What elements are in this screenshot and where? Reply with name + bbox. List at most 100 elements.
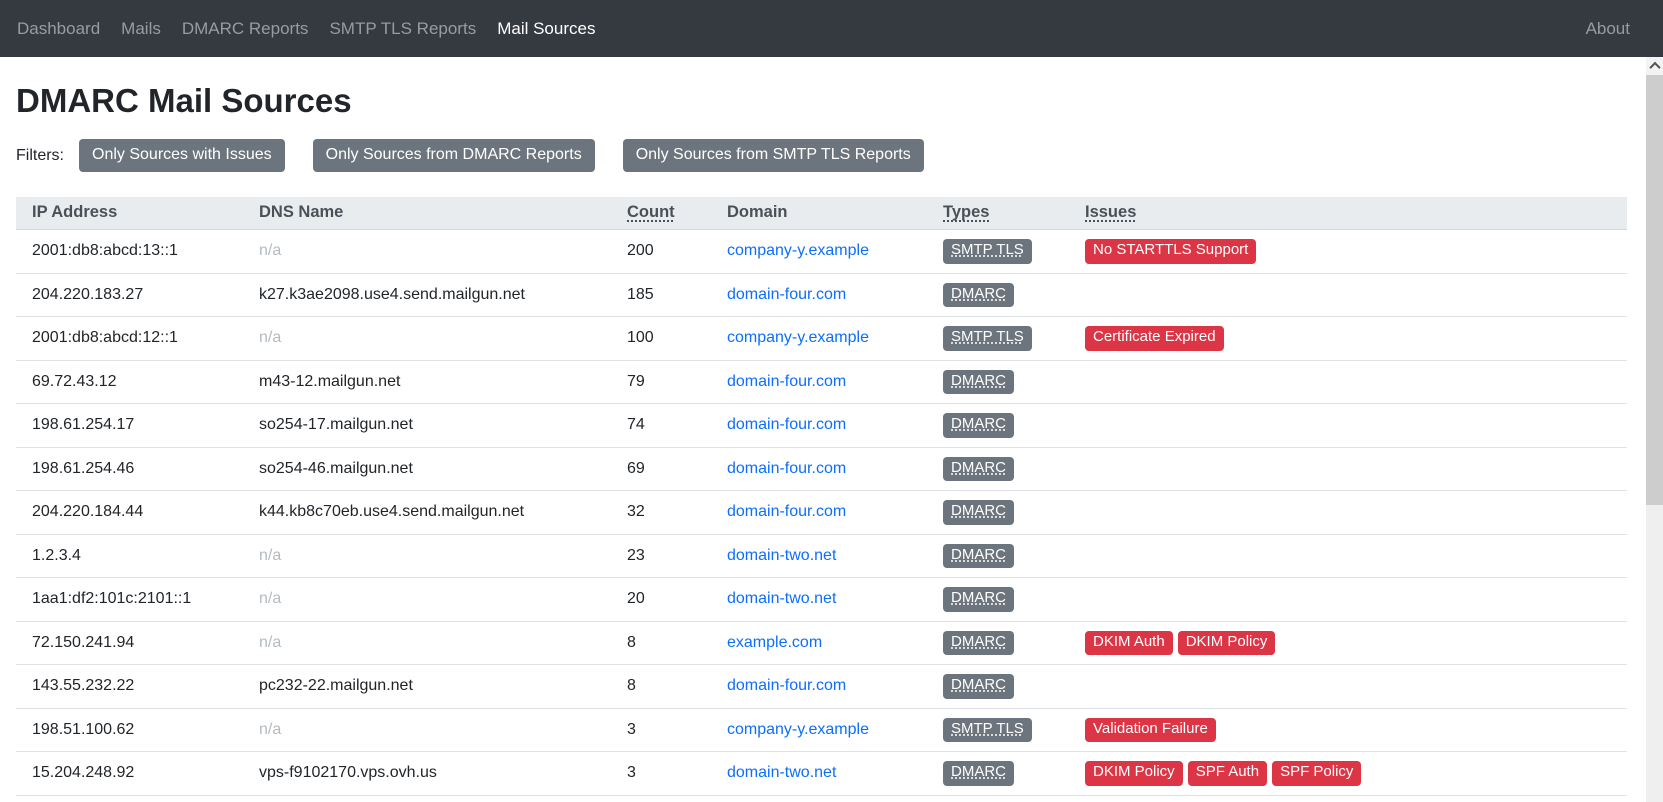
- domain-link[interactable]: company-y.example: [727, 721, 869, 738]
- filter-button-only-sources-with-issues[interactable]: Only Sources with Issues: [79, 139, 285, 172]
- filter-button-only-sources-from-smtp-tls-reports[interactable]: Only Sources from SMTP TLS Reports: [623, 139, 924, 172]
- ip-address-cell: 204.220.184.44: [16, 491, 243, 535]
- chevron-up-icon: [1649, 62, 1660, 73]
- vertical-scrollbar[interactable]: [1646, 57, 1663, 802]
- issues-cell: [1069, 578, 1627, 622]
- domain-link[interactable]: domain-four.com: [727, 373, 846, 390]
- table-row: 2001:db8:abcd:13::1n/a200 company-y.examp…: [16, 230, 1627, 274]
- ip-address-cell: 2001:db8:abcd:12::1: [16, 317, 243, 361]
- type-badge-smtp-tls: SMTP TLS: [943, 718, 1032, 743]
- table-row: 198.51.100.62n/a3company-y.exampleSMTP T…: [16, 708, 1627, 752]
- issue-badge-dkim-policy: DKIM Policy: [1085, 761, 1183, 786]
- type-badge-dmarc: DMARC: [943, 674, 1014, 699]
- scroll-up-button[interactable]: [1646, 57, 1663, 75]
- count-cell: 100: [611, 317, 711, 361]
- dns-name-cell: m43-12.mailgun.net: [243, 360, 611, 404]
- issues-cell: Certificate Expired: [1069, 317, 1627, 361]
- domain-link[interactable]: domain-four.com: [727, 503, 846, 520]
- types-cell: DMARC: [927, 404, 1069, 448]
- dns-name-cell: k44.kb8c70eb.use4.send.mailgun.net: [243, 491, 611, 535]
- table-row: 15.204.248.92vps-f9102170.vps.ovh.us3dom…: [16, 752, 1627, 796]
- domain-cell: company-y.example: [711, 708, 927, 752]
- domain-cell: domain-four.com: [711, 491, 927, 535]
- types-cell: DMARC: [927, 534, 1069, 578]
- filter-button-only-sources-from-dmarc-reports[interactable]: Only Sources from DMARC Reports: [313, 139, 595, 172]
- ip-address-cell: 2001:db8:abcd:13::1: [16, 230, 243, 274]
- count-cell: 3: [611, 708, 711, 752]
- dns-name-cell: so254-46.mailgun.net: [243, 447, 611, 491]
- domain-cell: domain-four.com: [711, 273, 927, 317]
- dns-name-cell: n/a: [243, 230, 611, 274]
- type-badge-smtp-tls: SMTP TLS: [943, 239, 1032, 264]
- type-badge-dmarc: DMARC: [943, 761, 1014, 786]
- column-header-types[interactable]: Types: [927, 197, 1069, 230]
- nav-item-about[interactable]: About: [1586, 19, 1630, 39]
- domain-link[interactable]: domain-four.com: [727, 677, 846, 694]
- domain-link[interactable]: domain-four.com: [727, 460, 846, 477]
- issues-cell: DKIM PolicySPF AuthSPF Policy: [1069, 752, 1627, 796]
- table-row: 1.2.3.4n/a23 domain-two.net DMARC: [16, 534, 1627, 578]
- table-row: 198.61.254.46so254-46.mailgun.net69domai…: [16, 447, 1627, 491]
- nav-item-smtp-tls-reports[interactable]: SMTP TLS Reports: [329, 19, 476, 39]
- issues-cell: [1069, 491, 1627, 535]
- ip-address-cell: 69.72.43.12: [16, 360, 243, 404]
- nav-item-mail-sources[interactable]: Mail Sources: [497, 19, 595, 39]
- domain-link[interactable]: domain-four.com: [727, 416, 846, 433]
- ip-address-cell: 72.150.241.94: [16, 621, 243, 665]
- types-cell: DMARC: [927, 447, 1069, 491]
- issue-badge-certificate-expired: Certificate Expired: [1085, 326, 1224, 351]
- issues-cell: [1069, 360, 1627, 404]
- types-cell: DMARC: [927, 665, 1069, 709]
- table-row: 198.61.254.17so254-17.mailgun.net74domai…: [16, 404, 1627, 448]
- dns-name-cell: n/a: [243, 578, 611, 622]
- domain-cell: domain-four.com: [711, 360, 927, 404]
- types-cell: SMTP TLS: [927, 317, 1069, 361]
- issue-badge-validation-failure: Validation Failure: [1085, 718, 1216, 743]
- domain-link[interactable]: domain-two.net: [727, 764, 836, 781]
- issues-cell: Validation Failure: [1069, 708, 1627, 752]
- table-header: IP AddressDNS NameCountDomainTypesIssues: [16, 197, 1627, 230]
- ip-address-cell: 1.2.3.4: [16, 534, 243, 578]
- issue-badge-no-starttls-support: No STARTTLS Support: [1085, 239, 1256, 264]
- issue-badge-spf-auth: SPF Auth: [1188, 761, 1267, 786]
- nav-item-dashboard[interactable]: Dashboard: [17, 19, 100, 39]
- domain-link[interactable]: example.com: [727, 634, 822, 651]
- issue-badge-dkim-policy: DKIM Policy: [1178, 631, 1276, 656]
- type-badge-dmarc: DMARC: [943, 370, 1014, 395]
- domain-link[interactable]: company-y.example: [727, 242, 869, 259]
- count-cell: 74: [611, 404, 711, 448]
- table-row: 143.55.232.22pc232-22.mailgun.net8domain…: [16, 665, 1627, 709]
- ip-address-cell: 1aa1:df2:101c:2101::1: [16, 578, 243, 622]
- count-cell: 20: [611, 578, 711, 622]
- nav-item-mails[interactable]: Mails: [121, 19, 161, 39]
- type-badge-dmarc: DMARC: [943, 544, 1014, 569]
- count-cell: 23: [611, 534, 711, 578]
- domain-cell: domain-two.net: [711, 752, 927, 796]
- issues-cell: No STARTTLS Support: [1069, 230, 1627, 274]
- column-header-issues[interactable]: Issues: [1069, 197, 1627, 230]
- domain-cell: domain-four.com: [711, 665, 927, 709]
- type-badge-dmarc: DMARC: [943, 413, 1014, 438]
- domain-link[interactable]: company-y.example: [727, 329, 869, 346]
- types-cell: DMARC: [927, 491, 1069, 535]
- count-cell: 185: [611, 273, 711, 317]
- dns-name-cell: k27.k3ae2098.use4.send.mailgun.net: [243, 273, 611, 317]
- column-header-count[interactable]: Count: [611, 197, 711, 230]
- domain-link[interactable]: domain-two.net: [727, 590, 836, 607]
- dns-name-cell: pc232-22.mailgun.net: [243, 665, 611, 709]
- nav-item-dmarc-reports[interactable]: DMARC Reports: [182, 19, 309, 39]
- count-cell: 69: [611, 447, 711, 491]
- main-content: DMARC Mail Sources Filters: Only Sources…: [0, 82, 1663, 796]
- domain-link[interactable]: domain-four.com: [727, 286, 846, 303]
- count-cell: 200: [611, 230, 711, 274]
- ip-address-cell: 198.51.100.62: [16, 708, 243, 752]
- column-header-dns-name: DNS Name: [243, 197, 611, 230]
- filters-bar: Filters: Only Sources with IssuesOnly So…: [16, 139, 1627, 172]
- ip-address-cell: 143.55.232.22: [16, 665, 243, 709]
- dns-name-cell: n/a: [243, 534, 611, 578]
- types-cell: SMTP TLS: [927, 230, 1069, 274]
- domain-link[interactable]: domain-two.net: [727, 547, 836, 564]
- scrollbar-thumb[interactable]: [1646, 75, 1663, 505]
- domain-cell: company-y.example: [711, 230, 927, 274]
- table-row: 2001:db8:abcd:12::1n/a100company-y.examp…: [16, 317, 1627, 361]
